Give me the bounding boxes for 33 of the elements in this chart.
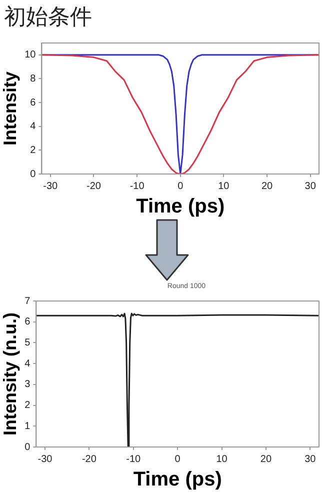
x-tick-label: 20 <box>260 454 272 465</box>
x-tick-label: -30 <box>43 180 58 192</box>
y-axis-title: Intensity <box>0 71 20 146</box>
y-tick-label: 4 <box>30 121 36 132</box>
y-tick-label: 3 <box>24 379 31 390</box>
x-tick-label: 0 <box>178 180 184 192</box>
y-tick-label: 5 <box>24 337 31 348</box>
y-tick-label: 2 <box>24 400 31 412</box>
y-tick-label: 1 <box>24 420 31 432</box>
x-tick-label: -20 <box>86 180 102 192</box>
x-tick-label: 30 <box>304 454 316 465</box>
y-axis-title: Intensity (n.u.) <box>0 312 20 436</box>
y-tick-label: 4 <box>24 358 31 370</box>
y-tick-label: 0 <box>24 442 31 453</box>
x-tick-label: -30 <box>38 454 53 465</box>
y-tick-label: 10 <box>24 50 36 61</box>
y-tick-label: 6 <box>30 97 36 108</box>
y-tick-label: 8 <box>30 73 36 84</box>
x-tick-label: 0 <box>174 454 181 465</box>
chart-title: 初始条件 <box>3 4 93 32</box>
x-axis-title: Time (ps) <box>133 468 222 491</box>
x-tick-label: -10 <box>130 180 145 192</box>
y-tick-label: 2 <box>30 144 36 156</box>
x-tick-label: 10 <box>218 180 230 192</box>
y-tick-label: 6 <box>24 316 31 328</box>
x-tick-label: -10 <box>126 454 142 465</box>
y-tick-label: 7 <box>24 296 31 307</box>
x-tick-label: 20 <box>261 180 274 192</box>
x-tick-label: -20 <box>82 454 97 465</box>
x-tick-label: 30 <box>304 180 316 192</box>
y-tick-label: 0 <box>30 168 36 180</box>
x-tick-label: 10 <box>216 454 228 465</box>
x-axis-title: Time (ps) <box>136 196 225 218</box>
